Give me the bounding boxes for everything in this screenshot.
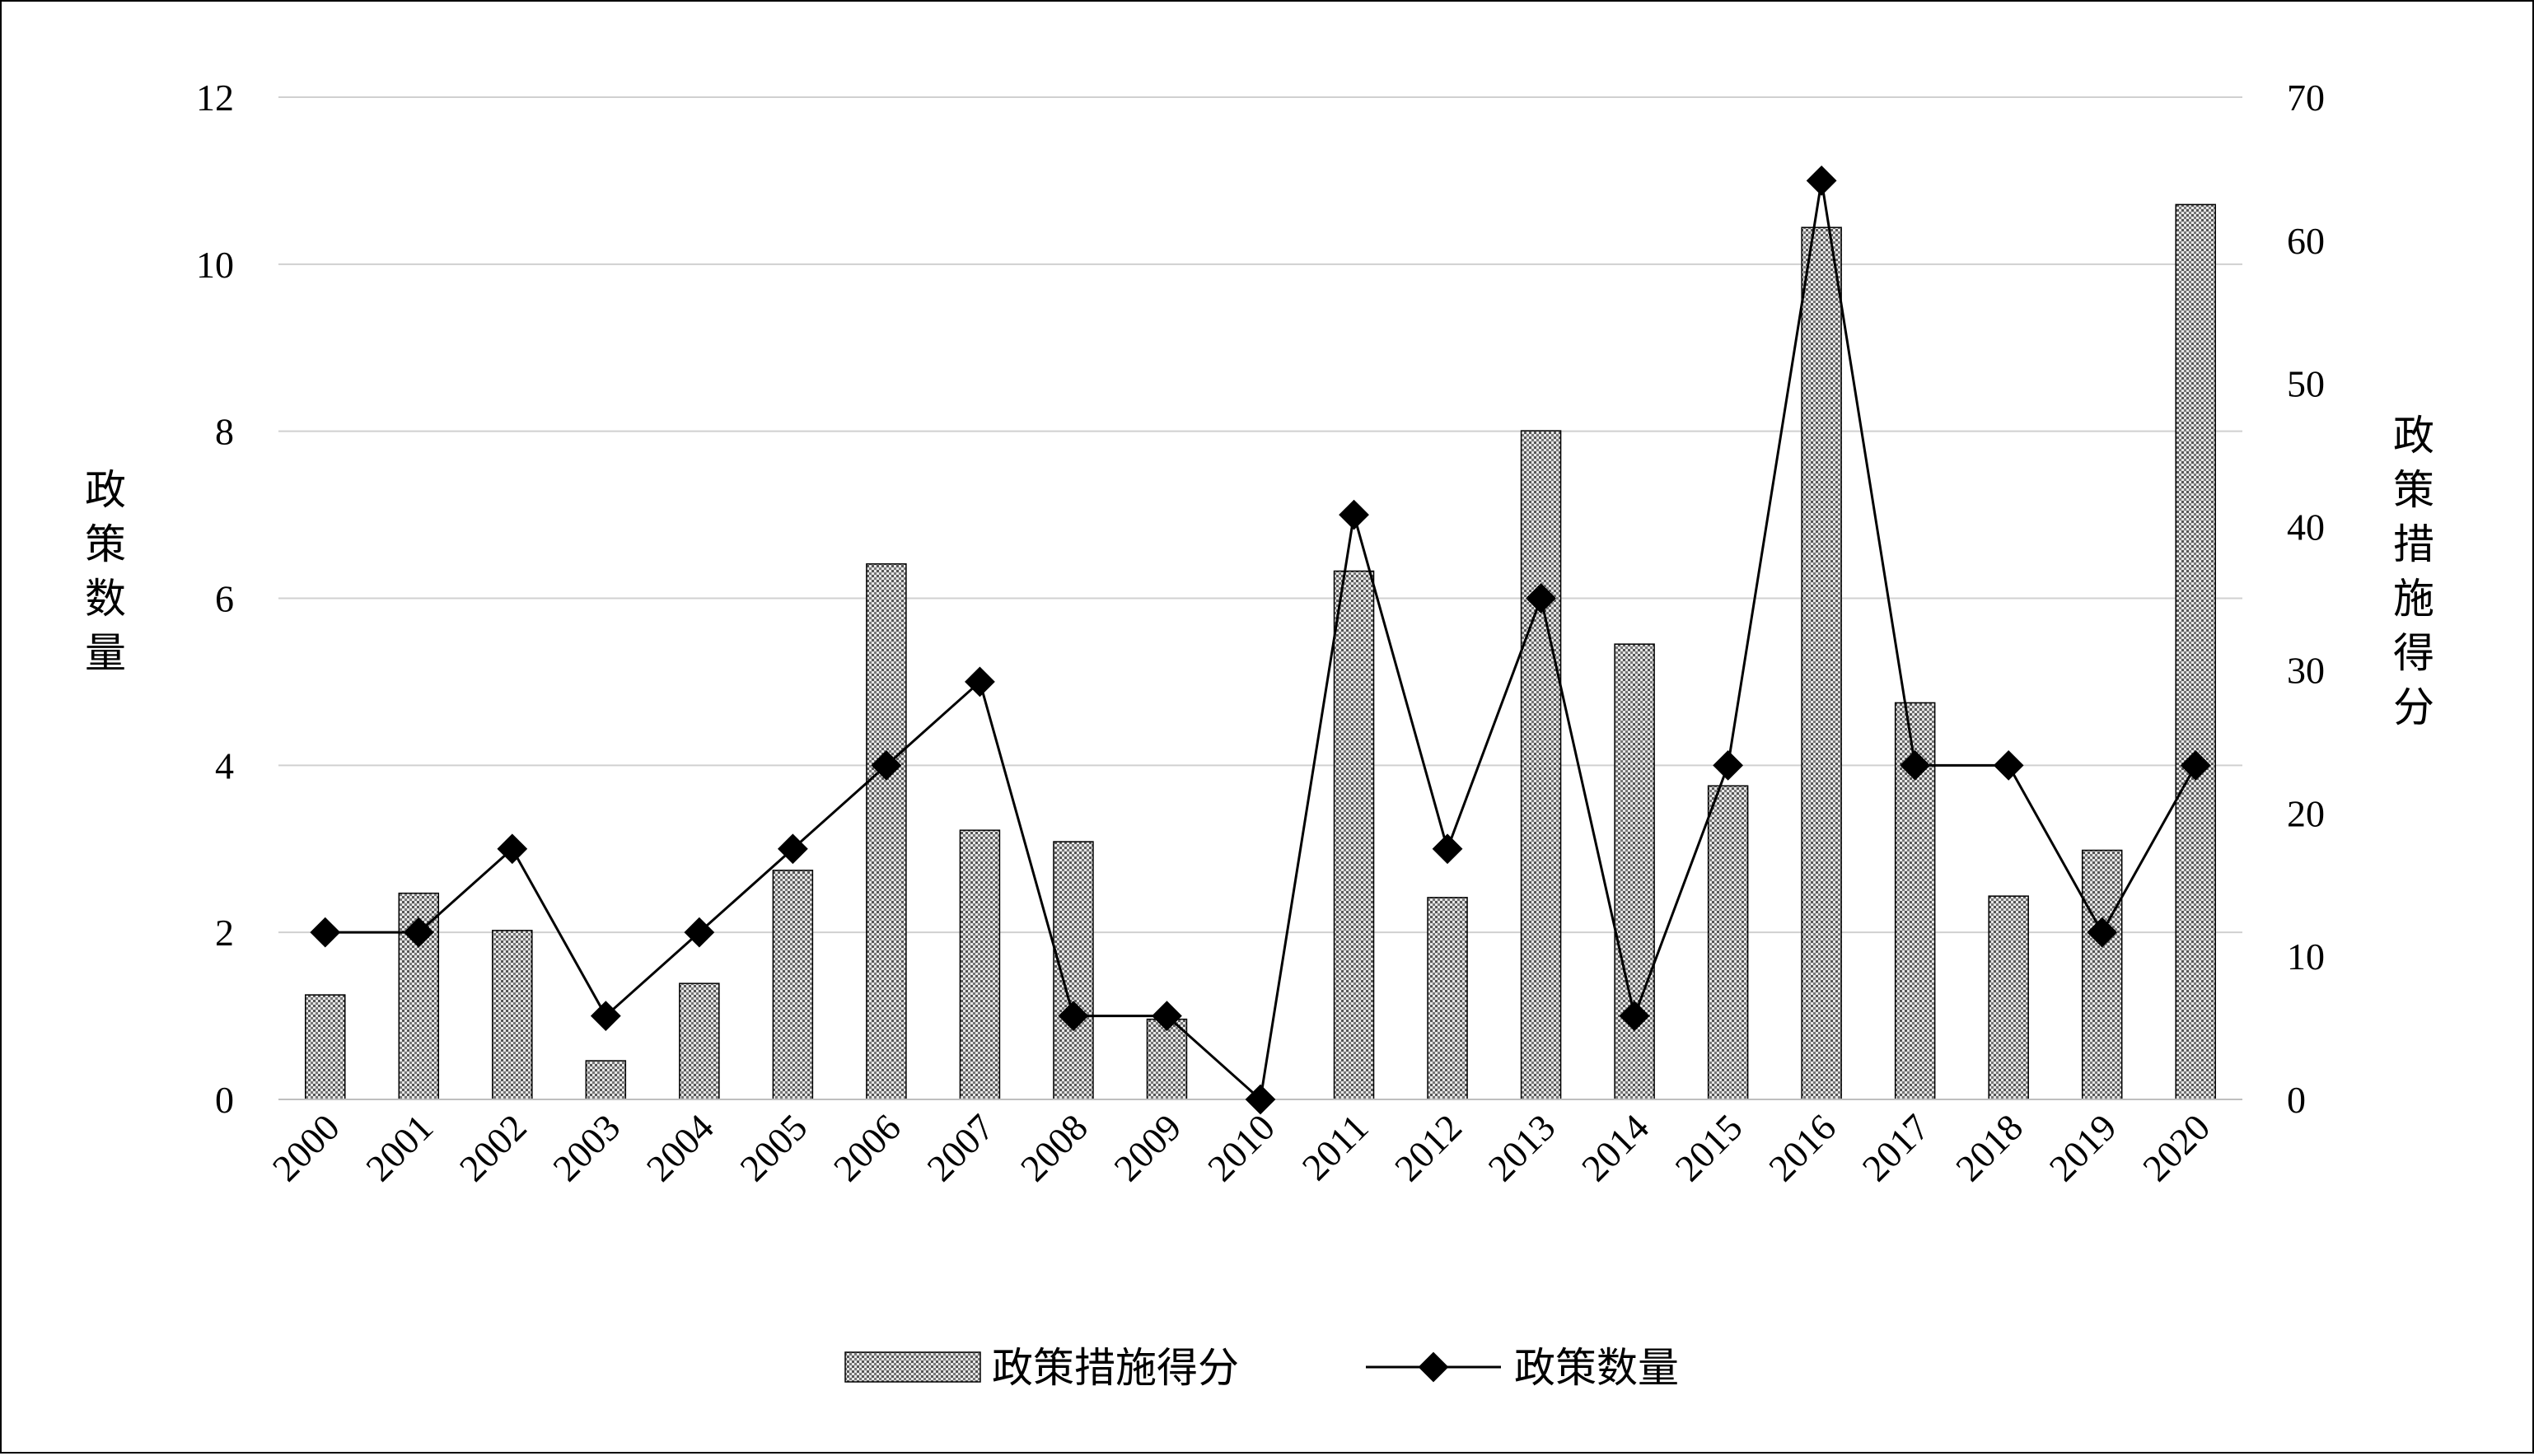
bar-2018	[1988, 895, 2029, 1100]
legend-bar-swatch	[844, 1351, 981, 1383]
left-tick-label: 4	[215, 744, 234, 786]
right-tick-label: 70	[2287, 77, 2325, 119]
bar-2004	[679, 982, 720, 1100]
x-tick-label: 2013	[1480, 1106, 1564, 1189]
x-axis-ticks: 2000 2001 2002 2003 2004 2005 2006 2007 2008 2009…	[264, 1106, 2218, 1189]
left-axis-title: 政策数量	[85, 467, 126, 676]
legend-bar-label: 政策措施得分	[992, 1345, 1239, 1391]
bar-2000	[305, 994, 346, 1100]
line-point-2004	[684, 917, 715, 948]
x-tick-label: 2004	[638, 1106, 722, 1189]
x-tick-label: 2019	[2041, 1106, 2125, 1189]
line-point-2016	[1806, 166, 1837, 196]
bar-2007	[959, 829, 1001, 1100]
right-axis-title: 政策措施得分	[2393, 413, 2434, 730]
bar-2014	[1614, 643, 1655, 1100]
x-tick-label: 2009	[1106, 1106, 1189, 1189]
line-point-2018	[1993, 749, 2024, 781]
x-tick-label: 2000	[264, 1106, 348, 1189]
x-tick-label: 2020	[2134, 1106, 2218, 1189]
line-point-2020	[2180, 749, 2211, 781]
gridlines	[278, 96, 2242, 934]
line-point-2001	[403, 917, 434, 948]
bar-2019	[2081, 849, 2123, 1100]
line-point-2002	[497, 833, 528, 865]
left-tick-label: 12	[196, 77, 234, 119]
line-point-2000	[310, 917, 341, 948]
x-tick-label: 2018	[1947, 1106, 2031, 1189]
line-point-2008	[1058, 1001, 1089, 1031]
left-tick-label: 10	[196, 244, 234, 286]
x-tick-label: 2014	[1573, 1106, 1657, 1189]
bar-2020	[2175, 203, 2216, 1100]
line-point-2007	[965, 666, 995, 698]
line-point-2017	[1900, 749, 1931, 781]
left-tick-label: 2	[215, 912, 234, 954]
legend-line-marker	[1418, 1351, 1449, 1383]
x-tick-label: 2010	[1199, 1106, 1283, 1189]
x-tick-label: 2001	[358, 1106, 441, 1189]
bar-2005	[772, 870, 814, 1100]
right-tick-label: 10	[2287, 936, 2325, 978]
right-tick-label: 40	[2287, 506, 2325, 548]
x-tick-label: 2003	[545, 1106, 628, 1189]
right-tick-label: 0	[2287, 1079, 2306, 1121]
right-tick-label: 50	[2287, 363, 2325, 405]
bar-2008	[1053, 841, 1094, 1100]
bar-2006	[866, 563, 907, 1100]
legend: 政策措施得分 政策数量	[844, 1345, 1679, 1391]
left-axis-ticks: 0 2 4 6 8 10 12	[196, 77, 234, 1121]
x-tick-label: 2002	[451, 1106, 535, 1189]
bar-2015	[1707, 785, 1749, 1100]
bar-series	[305, 203, 2216, 1100]
left-tick-label: 0	[215, 1079, 234, 1121]
line-series	[310, 166, 2211, 1115]
left-tick-label: 6	[215, 578, 234, 620]
line-point-2010	[1245, 1084, 1276, 1115]
x-tick-label: 2017	[1854, 1106, 1938, 1189]
line-point-2005	[777, 833, 808, 865]
bar-2003	[585, 1060, 627, 1100]
x-tick-label: 2007	[919, 1106, 1002, 1189]
x-tick-label: 2008	[1012, 1106, 1096, 1189]
bar-2011	[1333, 570, 1375, 1100]
bar-2016	[1801, 226, 1842, 1100]
bar-2012	[1427, 897, 1468, 1100]
left-tick-label: 8	[215, 411, 234, 453]
x-tick-label: 2005	[732, 1106, 815, 1189]
legend-line-label: 政策数量	[1514, 1345, 1679, 1391]
right-axis-ticks: 0 10 20 30 40 50 60 70	[2287, 77, 2325, 1121]
right-tick-label: 60	[2287, 220, 2325, 262]
line-point-2015	[1713, 749, 1744, 781]
x-tick-label: 2016	[1760, 1106, 1844, 1189]
line-point-2012	[1432, 833, 1463, 865]
bar-2009	[1146, 1018, 1188, 1100]
line-point-2013	[1526, 583, 1556, 614]
x-tick-label: 2015	[1667, 1106, 1751, 1189]
right-tick-label: 30	[2287, 649, 2325, 691]
line-point-2019	[2087, 917, 2118, 948]
line-point-2006	[871, 749, 902, 781]
right-tick-label: 20	[2287, 792, 2325, 834]
x-tick-label: 2006	[825, 1106, 909, 1189]
x-tick-label: 2011	[1294, 1106, 1377, 1188]
line-point-2003	[590, 1001, 621, 1031]
x-tick-label: 2012	[1386, 1106, 1470, 1189]
line-point-2011	[1339, 499, 1369, 530]
bar-2002	[492, 930, 533, 1100]
bar-2013	[1520, 430, 1562, 1100]
line-point-2009	[1152, 1001, 1182, 1031]
line-point-2014	[1619, 1001, 1650, 1031]
